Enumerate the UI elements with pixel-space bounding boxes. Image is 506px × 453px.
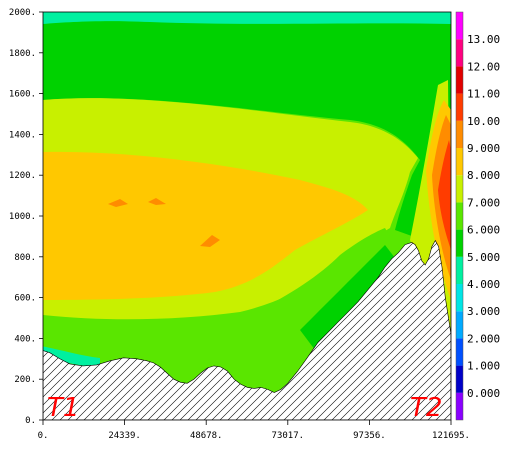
colorbar-segment <box>456 365 463 393</box>
colorbar-label: 3.000 <box>467 305 500 318</box>
colorbar-segment <box>456 93 463 121</box>
y-tick-label: 1400. <box>9 130 36 140</box>
y-tick-label: 1800. <box>9 49 36 59</box>
colorbar-segment <box>456 12 463 40</box>
colorbar-segment <box>456 229 463 257</box>
y-axis: 0. 200. 400. 600. 800. 1000. 1200. 1400. 1600. 18… <box>9 8 43 426</box>
y-tick-label: 1000. <box>9 212 36 222</box>
colorbar-label: 10.00 <box>467 115 500 128</box>
colorbar-segment <box>456 256 463 284</box>
x-tick-label: 24339. <box>108 431 141 441</box>
colorbar-segment <box>456 284 463 312</box>
y-tick-label: 1200. <box>9 171 36 181</box>
contour-maximum <box>108 199 128 207</box>
y-tick-label: 400. <box>14 334 36 344</box>
plot-area <box>43 12 451 420</box>
contour-band <box>43 12 451 64</box>
colorbar-segment <box>456 202 463 230</box>
colorbar-label: 4.000 <box>467 278 500 291</box>
colorbar-label: 2.000 <box>467 332 500 345</box>
colorbar-segment <box>456 120 463 148</box>
colorbar-label: 8.000 <box>467 169 500 182</box>
colorbar-label: 6.000 <box>467 224 500 237</box>
colorbar-segment <box>456 66 463 94</box>
annotation-t2: T2 <box>410 393 442 423</box>
x-tick-label: 97356. <box>353 431 386 441</box>
y-tick-label: 0. <box>25 416 36 426</box>
colorbar-label: 11.00 <box>467 88 500 101</box>
y-tick-label: 200. <box>14 375 36 385</box>
contour-maximum <box>148 198 166 205</box>
contour-band <box>300 245 395 350</box>
colorbar-segment <box>456 175 463 203</box>
colorbar-segment <box>456 338 463 366</box>
x-tick-label: 73017. <box>272 431 305 441</box>
colorbar-segment <box>456 39 463 67</box>
colorbar-label: 5.000 <box>467 251 500 264</box>
colorbar-label: 12.00 <box>467 60 500 73</box>
colorbar: 0.000 1.000 2.000 3.000 4.000 5.000 6.000 7.000… <box>455 11 500 421</box>
contour-maximum <box>88 264 124 273</box>
contour-maximum <box>43 346 100 368</box>
colorbar-segment <box>456 392 463 420</box>
colorbar-frame <box>455 11 464 421</box>
contour-band <box>43 151 368 300</box>
colorbar-segment <box>456 311 463 339</box>
colorbar-label: 13.00 <box>467 33 500 46</box>
y-tick-label: 2000. <box>9 8 36 18</box>
x-tick-label: 48678. <box>190 431 223 441</box>
x-tick-label: 121695. <box>432 431 470 441</box>
y-tick-label: 800. <box>14 253 36 263</box>
contour-maximum <box>200 235 220 247</box>
colorbar-label: 9.000 <box>467 142 500 155</box>
x-axis: 0. 24339. 48678. 73017. 97356. 121695. <box>38 420 470 441</box>
y-tick-label: 600. <box>14 294 36 304</box>
annotation-t1: T1 <box>47 393 79 423</box>
contour-band <box>43 12 451 24</box>
x-tick-label: 0. <box>38 431 49 441</box>
terrain-hatched <box>43 239 451 420</box>
y-tick-label: 1600. <box>9 90 36 100</box>
contour-maximum <box>438 140 451 250</box>
colorbar-label: 1.000 <box>467 360 500 373</box>
colorbar-label: 7.000 <box>467 196 500 209</box>
contour-band <box>255 228 392 345</box>
colorbar-segment <box>456 148 463 176</box>
colorbar-label: 0.000 <box>467 387 500 400</box>
